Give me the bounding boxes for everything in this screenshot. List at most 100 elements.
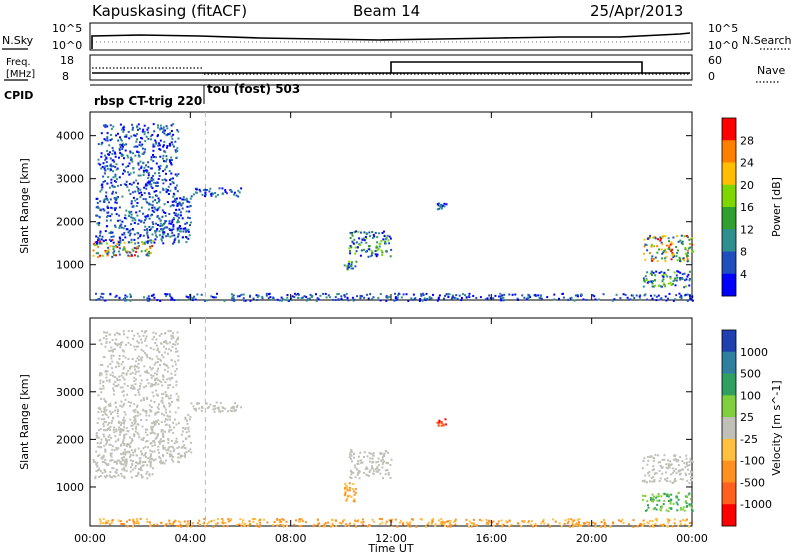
velocity-echo-cell [244, 522, 247, 525]
velocity-echo-cell [144, 431, 147, 434]
velocity-echo-cell [122, 419, 125, 422]
power-echo-cell [484, 298, 487, 301]
power-echo-cell [141, 130, 144, 133]
velocity-echo-cell [123, 411, 126, 414]
power-echo-cell [683, 272, 686, 275]
velocity-echo-cell [396, 525, 399, 528]
power-echo-cell [152, 174, 155, 177]
power-echo-cell [307, 297, 310, 300]
power-echo-cell [159, 124, 162, 127]
velocity-echo-cell [190, 402, 193, 405]
velocity-echo-cell [145, 472, 148, 475]
velocity-echo-cell [652, 526, 655, 528]
power-echo-cell [685, 235, 688, 238]
velocity-echo-cell [370, 452, 373, 455]
velocity-echo-cell [356, 468, 358, 471]
power-echo-cell [539, 294, 542, 297]
power-echo-cell [123, 233, 126, 236]
power-echo-cell [675, 255, 678, 258]
power-echo-cell [152, 145, 155, 148]
velocity-echo-cell [169, 418, 171, 421]
velocity-echo-cell [193, 408, 196, 410]
velocity-echo-cell [668, 519, 671, 522]
velocity-echo-cell [115, 428, 118, 431]
power-echo-cell [151, 233, 154, 236]
power-echo-cell [130, 213, 133, 216]
power-echo-cell [192, 297, 195, 300]
power-echo-cell [355, 230, 358, 233]
velocity-echo-cell [181, 433, 183, 436]
power-echo-cell [168, 227, 171, 230]
velocity-echo-cell [143, 386, 146, 389]
power-echo-cell [315, 293, 317, 296]
power-echo-cell [662, 234, 665, 237]
velocity-echo-cell [105, 341, 108, 343]
power-echo-cell [174, 199, 177, 202]
velocity-echo-cell [183, 444, 186, 447]
x-tick-label: 12:00 [375, 532, 407, 545]
power-echo-cell [347, 262, 350, 265]
velocity-echo-cell [141, 439, 144, 441]
velocity-echo-cell [147, 457, 150, 460]
power-echo-cell [130, 241, 133, 244]
velocity-echo-cell [108, 333, 111, 336]
velocity-echo-cell [243, 524, 245, 527]
velocity-echo-cell [570, 518, 573, 521]
velocity-echo-cell [560, 525, 563, 528]
velocity-echo-cell [117, 439, 120, 442]
power-echo-cell [585, 298, 588, 301]
velocity-echo-cell [146, 434, 149, 436]
power-echo-cell [123, 297, 126, 300]
velocity-echo-cell [135, 475, 138, 477]
velocity-echo-cell [646, 455, 649, 458]
power-echo-cell [240, 293, 243, 296]
velocity-echo-cell [102, 384, 105, 387]
velocity-echo-cell [387, 452, 390, 454]
power-echo-cell [153, 190, 156, 193]
velocity-echo-cell [155, 437, 158, 440]
velocity-echo-cell [100, 410, 103, 413]
velocity-echo-cell [120, 374, 123, 377]
velocity-echo-cell [111, 374, 114, 377]
velocity-echo-cell [353, 452, 356, 455]
power-echo-cell [157, 178, 160, 180]
power-echo-cell [169, 160, 172, 163]
velocity-echo-cell [95, 470, 98, 473]
velocity-echo-cell [170, 445, 173, 448]
power-echo-cell [118, 148, 121, 150]
velocity-echo-cell [366, 474, 369, 477]
velocity-echo-cell [134, 430, 137, 433]
velocity-echo-cell [641, 480, 644, 482]
velocity-echo-cell [158, 351, 161, 354]
power-echo-cell [242, 293, 245, 296]
power-echo-cell [447, 296, 450, 298]
velocity-echo-cell [670, 493, 673, 496]
power-echo-cell [231, 295, 234, 298]
velocity-echo-cell [166, 395, 169, 398]
power-echo-cell [101, 141, 104, 144]
velocity-echo-cell [105, 463, 108, 466]
power-echo-cell [214, 195, 217, 198]
velocity-echo-cell [665, 525, 668, 528]
power-echo-cell [187, 296, 190, 299]
power-echo-cell [420, 294, 423, 297]
velocity-echo-cell [189, 441, 192, 444]
velocity-echo-cell [162, 435, 165, 438]
power-echo-cell [421, 292, 424, 295]
power-echo-cell [332, 298, 334, 301]
power-echo-cell [573, 299, 576, 302]
power-echo-cell [104, 124, 107, 127]
power-echo-cell [136, 198, 139, 201]
power-echo-cell [502, 296, 505, 299]
velocity-echo-cell [150, 374, 153, 377]
power-echo-cell [146, 231, 149, 234]
velocity-echo-cell [144, 428, 147, 431]
power-echo-cell [144, 219, 147, 222]
velocity-echo-cell [133, 387, 136, 390]
power-echo-cell [176, 190, 179, 193]
velocity-echo-cell [375, 470, 378, 473]
power-echo-cell [101, 183, 104, 186]
power-echo-cell [121, 233, 124, 236]
velocity-echo-cell [164, 420, 166, 423]
power-echo-cell [683, 259, 686, 262]
